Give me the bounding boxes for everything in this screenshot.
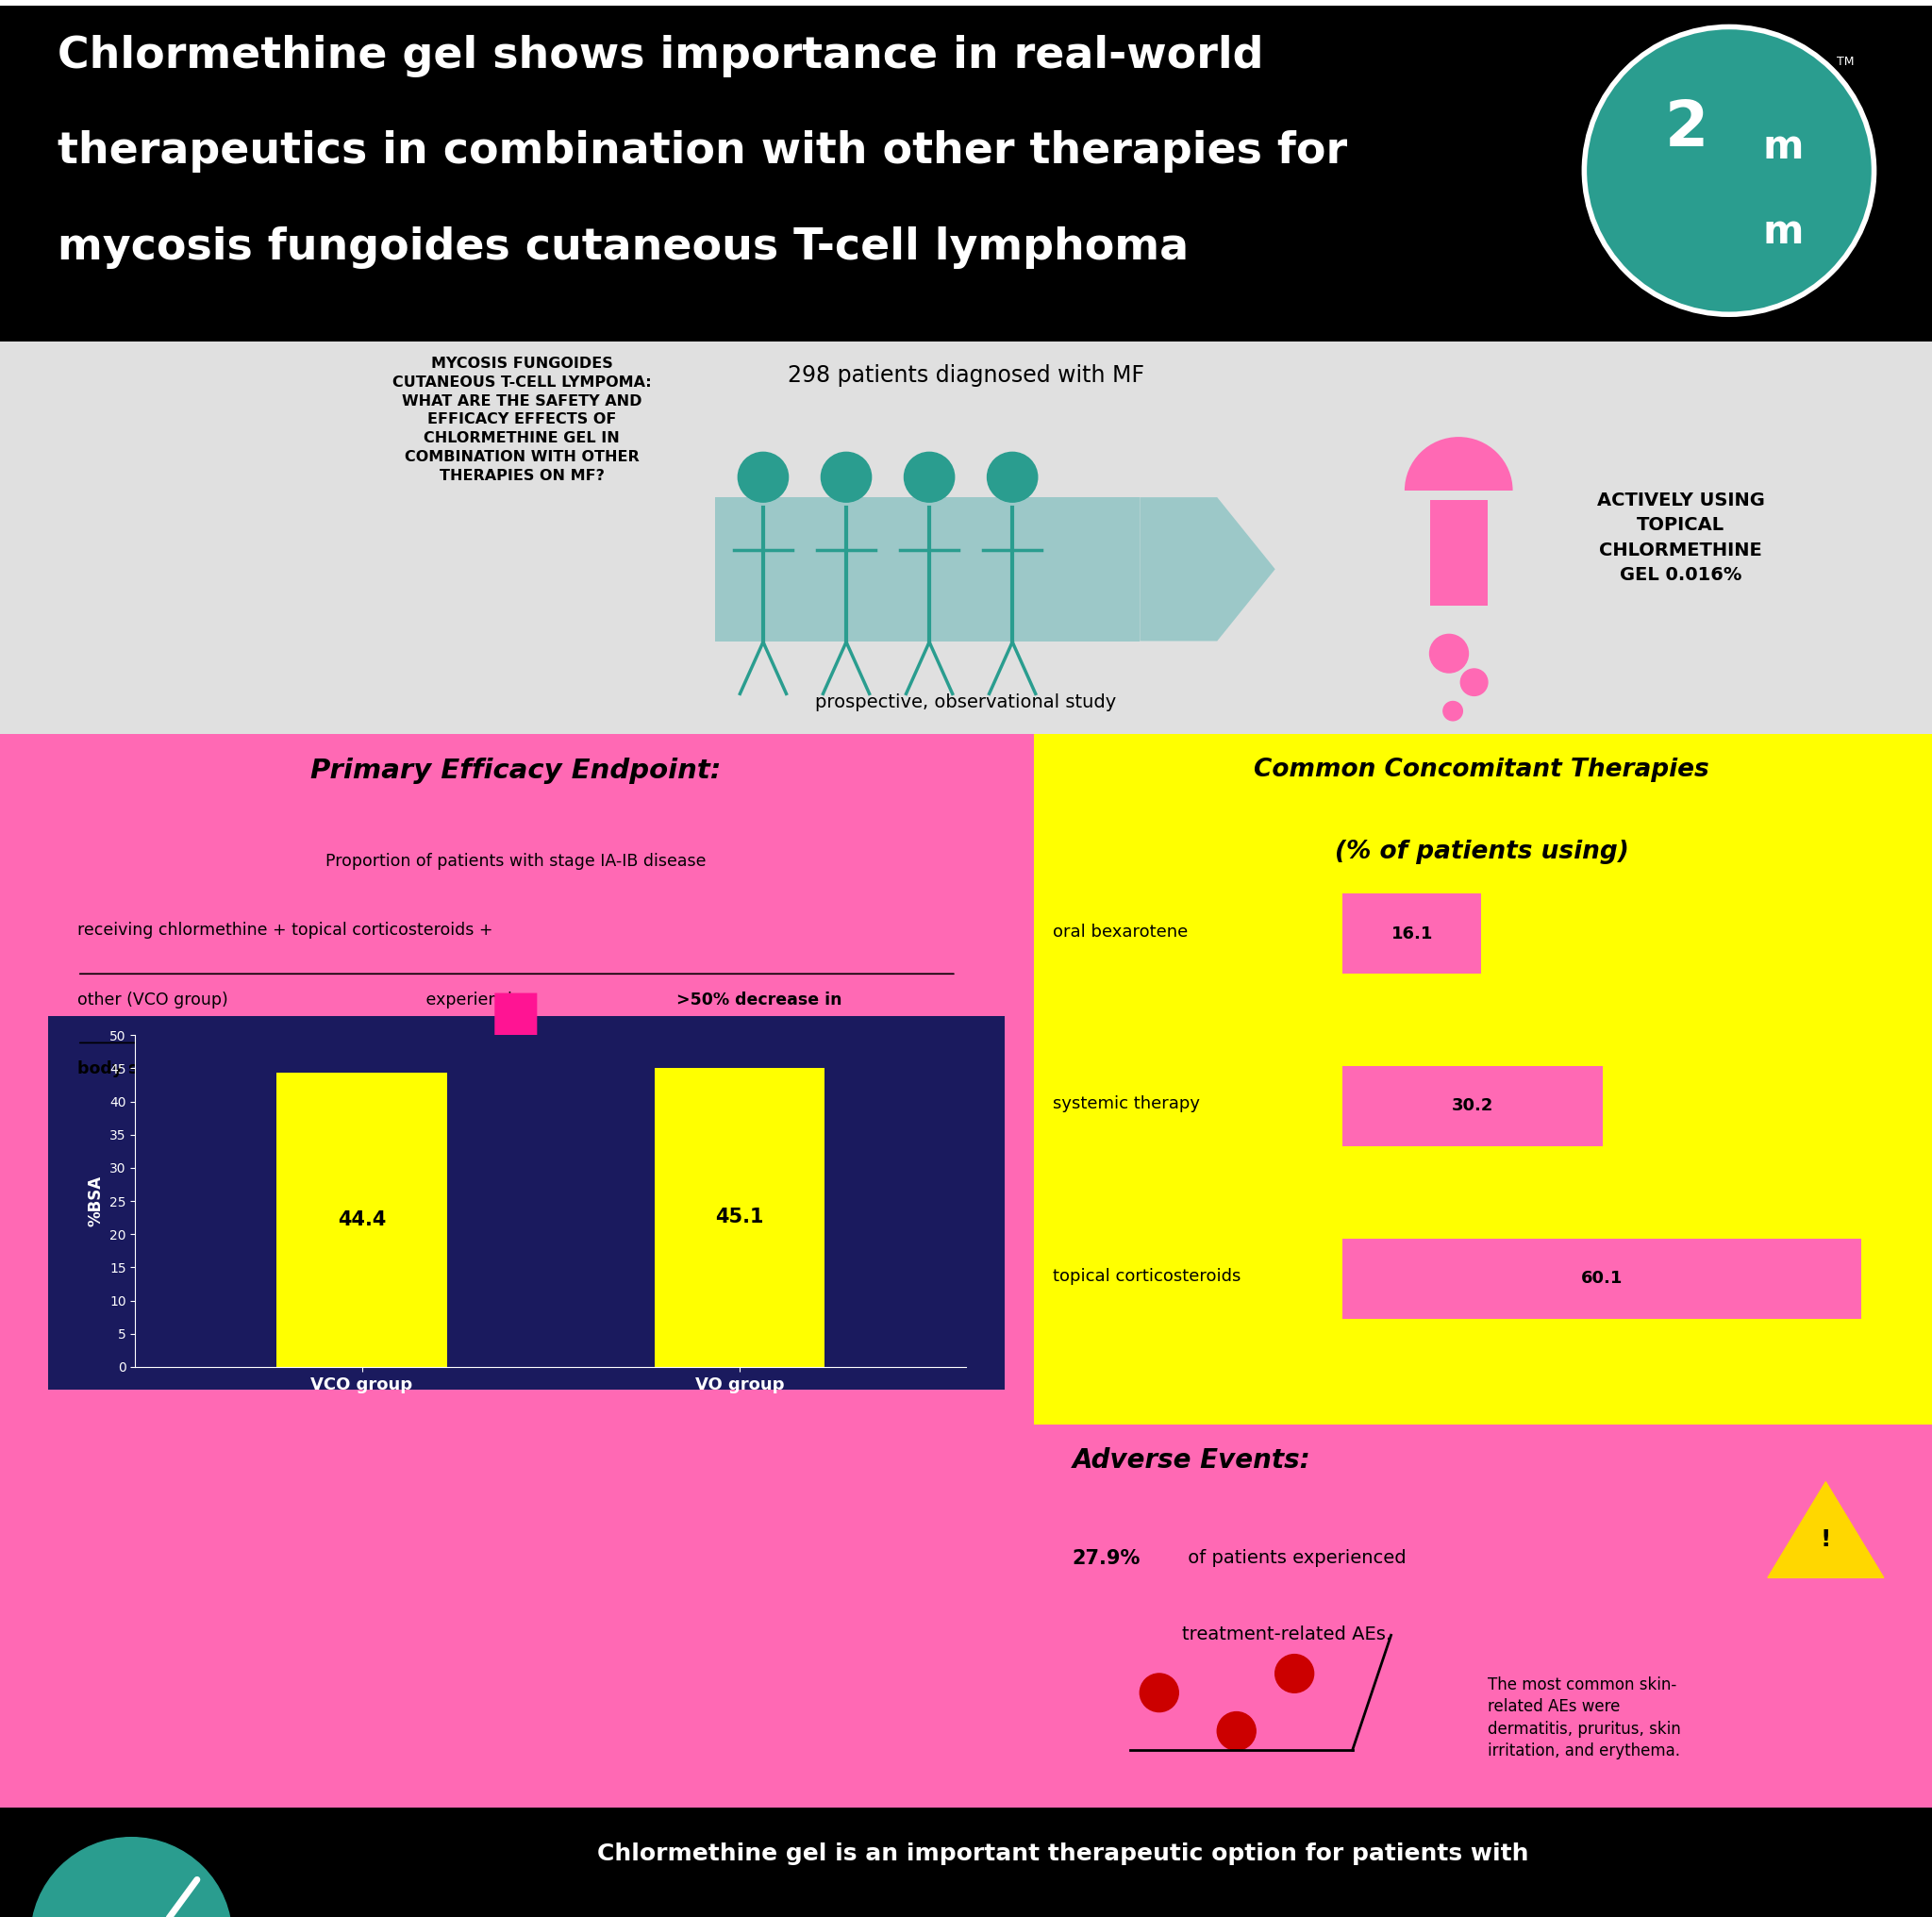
Text: The most common skin-
related AEs were
dermatitis, pruritus, skin
irritation, an: The most common skin- related AEs were d…: [1488, 1675, 1681, 1760]
Circle shape: [1217, 1712, 1256, 1750]
Circle shape: [1461, 669, 1488, 696]
Text: 27.9%: 27.9%: [1072, 1549, 1140, 1568]
FancyBboxPatch shape: [1343, 1238, 1861, 1319]
FancyBboxPatch shape: [48, 1016, 1005, 1390]
Circle shape: [31, 1836, 232, 1917]
Text: m: m: [1762, 128, 1804, 167]
Bar: [276, 1072, 446, 1367]
Text: 45.1: 45.1: [715, 1208, 763, 1227]
Circle shape: [1443, 702, 1463, 721]
Text: 44.4: 44.4: [338, 1210, 386, 1229]
Text: MYCOSIS FUNGOIDES
CUTANEOUS T-CELL LYMPOMA:
WHAT ARE THE SAFETY AND
EFFICACY EFF: MYCOSIS FUNGOIDES CUTANEOUS T-CELL LYMPO…: [392, 357, 651, 483]
Text: Chlormethine gel is an important therapeutic option for patients with: Chlormethine gel is an important therape…: [597, 1842, 1528, 1865]
FancyBboxPatch shape: [1343, 1066, 1604, 1146]
Text: other (VCO group): other (VCO group): [77, 991, 228, 1008]
FancyBboxPatch shape: [0, 1808, 1932, 1917]
Text: 16.1: 16.1: [1391, 926, 1434, 941]
Text: 298 patients diagnosed with MF: 298 patients diagnosed with MF: [788, 364, 1144, 387]
Text: of patients experienced: of patients experienced: [1182, 1549, 1406, 1566]
FancyBboxPatch shape: [1430, 500, 1488, 606]
Circle shape: [821, 452, 871, 502]
Text: from baseline to 12 months: from baseline to 12 months: [518, 1060, 750, 1077]
Text: systemic therapy: systemic therapy: [1053, 1097, 1200, 1112]
Text: 2: 2: [1665, 98, 1708, 159]
FancyBboxPatch shape: [0, 0, 1932, 341]
FancyArrow shape: [479, 993, 553, 1104]
Text: TM: TM: [1835, 56, 1855, 67]
FancyBboxPatch shape: [0, 734, 1034, 1424]
Circle shape: [738, 452, 788, 502]
Text: body surface area (BSA): body surface area (BSA): [77, 1060, 301, 1077]
Bar: [655, 1068, 825, 1367]
Text: topical corticosteroids: topical corticosteroids: [1053, 1269, 1240, 1284]
Circle shape: [1430, 635, 1468, 673]
Text: 60.1: 60.1: [1580, 1271, 1623, 1286]
Circle shape: [1140, 1674, 1179, 1712]
Text: !: !: [1820, 1528, 1832, 1551]
Text: Common Concomitant Therapies: Common Concomitant Therapies: [1254, 757, 1710, 782]
Text: oral bexarotene: oral bexarotene: [1053, 924, 1188, 939]
Text: m: m: [1762, 213, 1804, 251]
Wedge shape: [1405, 437, 1513, 491]
Text: >50% decrease in: >50% decrease in: [676, 991, 842, 1008]
Circle shape: [987, 452, 1037, 502]
FancyBboxPatch shape: [1034, 1424, 1932, 1808]
Text: ACTIVELY USING
TOPICAL
CHLORMETHINE
GEL 0.016%: ACTIVELY USING TOPICAL CHLORMETHINE GEL …: [1598, 491, 1764, 585]
Text: Primary Efficacy Endpoint:: Primary Efficacy Endpoint:: [311, 757, 721, 784]
FancyBboxPatch shape: [1343, 893, 1482, 974]
Y-axis label: %BSA: %BSA: [87, 1175, 104, 1227]
Text: therapeutics in combination with other therapies for: therapeutics in combination with other t…: [58, 130, 1349, 173]
FancyBboxPatch shape: [0, 341, 1932, 734]
FancyBboxPatch shape: [0, 1424, 1034, 1808]
Text: Adverse Events:: Adverse Events:: [1072, 1447, 1310, 1474]
Text: Proportion of patients with stage IA-IB disease: Proportion of patients with stage IA-IB …: [325, 853, 707, 870]
Text: receiving chlormethine + topical corticosteroids +: receiving chlormethine + topical cortico…: [77, 922, 493, 939]
Text: 30.2: 30.2: [1453, 1098, 1493, 1114]
FancyBboxPatch shape: [715, 497, 1140, 640]
Text: Chlormethine gel shows importance in real-world: Chlormethine gel shows importance in rea…: [58, 35, 1264, 77]
Text: treatment-related AEs.: treatment-related AEs.: [1182, 1626, 1391, 1643]
Circle shape: [1584, 27, 1874, 314]
Text: (% of patients using): (% of patients using): [1335, 840, 1629, 865]
Circle shape: [904, 452, 954, 502]
FancyBboxPatch shape: [0, 0, 1932, 6]
Circle shape: [1275, 1654, 1314, 1693]
FancyArrow shape: [1140, 497, 1275, 640]
Text: experiencing: experiencing: [421, 991, 539, 1008]
FancyBboxPatch shape: [1034, 734, 1932, 1424]
Text: prospective, observational study: prospective, observational study: [815, 694, 1117, 711]
Polygon shape: [1768, 1482, 1884, 1578]
Text: mycosis fungoides cutaneous T-cell lymphoma: mycosis fungoides cutaneous T-cell lymph…: [58, 226, 1190, 268]
